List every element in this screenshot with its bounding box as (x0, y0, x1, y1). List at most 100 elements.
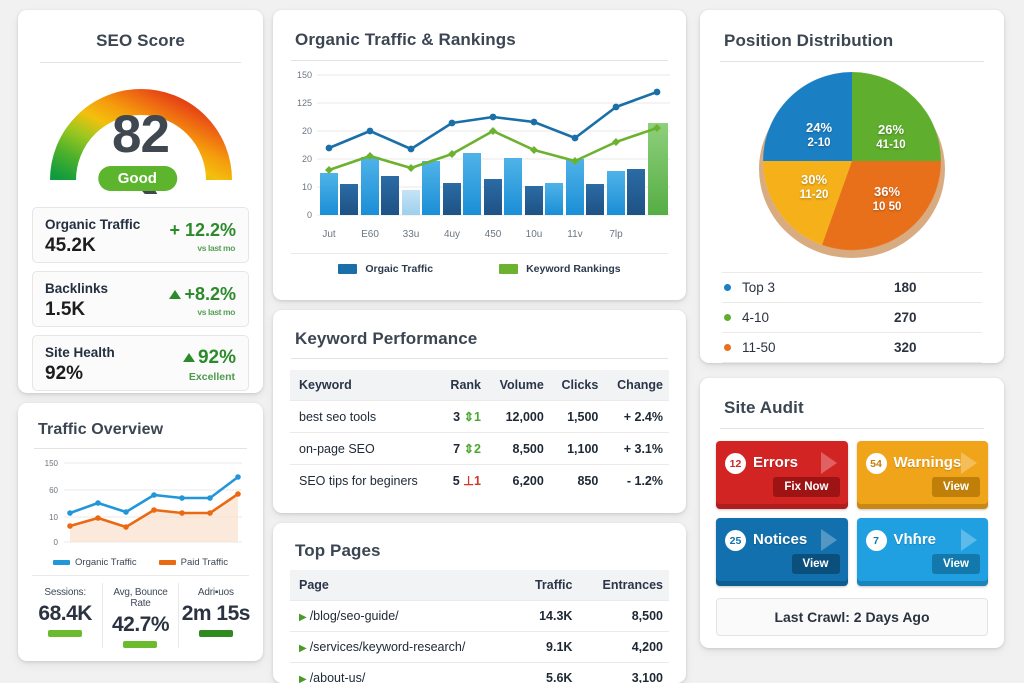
table-header-row: Page Traffic Entrances (290, 570, 669, 601)
organic-chart-title: Organic Traffic & Rankings (295, 30, 516, 49)
traffic-overview-legend: Organic Traffic Paid Traffic (18, 557, 263, 568)
metric-label: Site Health (45, 345, 115, 360)
cell-page[interactable]: ▶/services/keyword-research/ (290, 631, 517, 663)
legend-item-organic-traffic[interactable]: Orgaic Traffic (338, 263, 433, 275)
column-header-change[interactable]: Change (604, 370, 669, 401)
top-pages-title: Top Pages (295, 541, 381, 560)
audit-tile-other[interactable]: 7 Vhɦre View (856, 518, 988, 586)
audit-count-badge: 7 (865, 530, 887, 551)
divider (720, 428, 984, 429)
y-tick-label: 20 (302, 154, 312, 164)
organic-chart-legend: Orgaic Traffic Keyword Rankings (273, 263, 686, 275)
audit-action-button[interactable]: View (791, 554, 840, 574)
traffic-overview-card: Traffic Overview 150 60 10 0 (18, 403, 263, 661)
audit-action-button[interactable]: View (932, 477, 980, 497)
pie-label-2-10: 24% 2-10 (805, 120, 833, 149)
metric-value: 1.5K (45, 299, 86, 320)
audit-tile-errors[interactable]: 12 Errors Fix Now (716, 441, 848, 509)
site-audit-tiles: 12 Errors Fix Now 54 Warnings View 25 No… (716, 441, 988, 586)
legend-row-4-10[interactable]: 4-10 270 (722, 302, 982, 332)
y-tick-label: 20 (302, 126, 312, 136)
audit-label: Errors (753, 454, 799, 471)
legend-label: Organic Traffic (75, 557, 137, 568)
column-header-page[interactable]: Page (290, 570, 517, 601)
audit-tile-warnings[interactable]: 54 Warnings View (856, 441, 988, 509)
legend-label: Keyword Rankings (526, 263, 621, 275)
legend-swatch-icon (338, 264, 358, 274)
cell-page[interactable]: ▶/about-us/ (290, 662, 517, 683)
cell-traffic: 14.3K (516, 600, 579, 632)
stat-sparkbar (198, 630, 233, 637)
metric-card-site-health[interactable]: Site Health 92% 92% Excellent (32, 335, 249, 391)
traffic-overview-title: Traffic Overview (38, 421, 164, 438)
audit-tile-notices[interactable]: 25 Notices View (716, 518, 848, 586)
metric-label: Organic Traffic (45, 217, 141, 232)
table-row[interactable]: ▶/blog/seo-guide/ 14.3K 8,500 (290, 600, 669, 632)
keyword-performance-title: Keyword Performance (295, 329, 478, 348)
legend-row-11-50[interactable]: 11-50 320 (722, 332, 982, 363)
top-pages-table: Page Traffic Entrances ▶/blog/seo-guide/… (290, 570, 669, 683)
legend-dot-icon (724, 284, 731, 291)
table-row[interactable]: ▶/about-us/ 5.6K 3,100 (290, 662, 669, 683)
y-tick-label: 125 (297, 98, 312, 108)
metric-card-backlinks[interactable]: Backlinks 1.5K +8.2% vs last mo (32, 271, 249, 327)
column-header-keyword[interactable]: Keyword (290, 370, 440, 401)
traffic-line-chart-svg: 150 60 10 0 (45, 459, 242, 547)
site-audit-title: Site Audit (724, 398, 804, 417)
pie-chart-svg (759, 71, 945, 258)
table-row[interactable]: best seo tools 3 ⇕1 12,000 1,500 + 2.4% (290, 400, 669, 433)
y-tick-label: 150 (297, 70, 312, 80)
table-row[interactable]: on-page SEO 7 ⇕2 8,500 1,100 + 3.1% (290, 432, 669, 465)
legend-swatch-icon (158, 560, 176, 565)
stat-value: 68.4K (38, 602, 92, 625)
x-tick-label: 10u (526, 229, 543, 240)
table-row[interactable]: ▶/services/keyword-research/ 9.1K 4,200 (290, 631, 669, 663)
seo-score-value: 82 (112, 105, 170, 164)
legend-row-top-3[interactable]: Top 3 180 (722, 272, 982, 302)
last-crawl-bar: Last Crawl: 2 Days Ago (716, 598, 988, 636)
expand-arrow-icon[interactable]: ▶ (299, 674, 307, 683)
keyword-performance-card: Keyword Performance Keyword Rank Volume … (273, 310, 686, 513)
cell-volume: 6,200 (487, 464, 550, 496)
position-pie-chart: 26% 41-10 36% 10 50 30% 11-20 24% 2-10 (752, 70, 952, 266)
column-header-clicks[interactable]: Clicks (549, 370, 605, 401)
column-header-entrances[interactable]: Entrances (578, 570, 669, 601)
seo-score-card: SEO Score (18, 10, 263, 393)
pie-label-11-20: 30% 11-20 (799, 172, 829, 201)
legend-item-paid-traffic[interactable]: Paid Traffic (158, 557, 228, 568)
audit-action-button[interactable]: View (932, 554, 980, 574)
legend-value: 270 (894, 310, 917, 325)
table-row[interactable]: SEO tips for beginers 5 ⊥1 6,200 850 - 1… (290, 464, 669, 496)
x-tick-label: 33u (403, 229, 420, 240)
column-header-rank[interactable]: Rank (439, 370, 487, 401)
stat-bounce-rate[interactable]: Avg, Bounce Rate 42.7% (102, 583, 177, 648)
trend-up-icon (169, 290, 182, 299)
expand-arrow-icon[interactable]: ▶ (299, 612, 307, 623)
divider (291, 60, 668, 61)
audit-label: Warnings (893, 454, 962, 471)
legend-item-organic-traffic[interactable]: Organic Traffic (53, 557, 137, 568)
play-triangle-icon (820, 529, 837, 551)
cell-page[interactable]: ▶/blog/seo-guide/ (290, 600, 517, 632)
position-distribution-title: Position Distribution (724, 31, 894, 50)
metric-card-organic-traffic[interactable]: Organic Traffic 45.2K + 12.2% vs last mo (32, 207, 249, 263)
column-header-volume[interactable]: Volume (487, 370, 550, 401)
y-tick-label: 10 (49, 513, 58, 522)
x-tick-label: 11v (567, 229, 582, 240)
cell-clicks: 850 (549, 464, 605, 496)
pie-label-10-50: 36% 10 50 (872, 184, 902, 213)
legend-label: 11-50 (742, 340, 776, 355)
stat-sparkbar (48, 630, 83, 637)
stat-sessions[interactable]: Sessions: 68.4K (28, 583, 102, 648)
legend-item-keyword-rankings[interactable]: Keyword Rankings (499, 263, 621, 275)
play-triangle-icon (961, 452, 977, 474)
pie-slice-41-10 (852, 72, 941, 161)
column-header-traffic[interactable]: Traffic (516, 570, 579, 601)
divider (34, 448, 247, 449)
x-tick-label: 450 (485, 229, 502, 240)
stat-label: Adri▪uos (197, 587, 234, 598)
audit-action-button[interactable]: Fix Now (773, 477, 840, 497)
expand-arrow-icon[interactable]: ▶ (299, 643, 307, 654)
stat-avg-duration[interactable]: Adri▪uos 2m 15s (177, 583, 253, 648)
